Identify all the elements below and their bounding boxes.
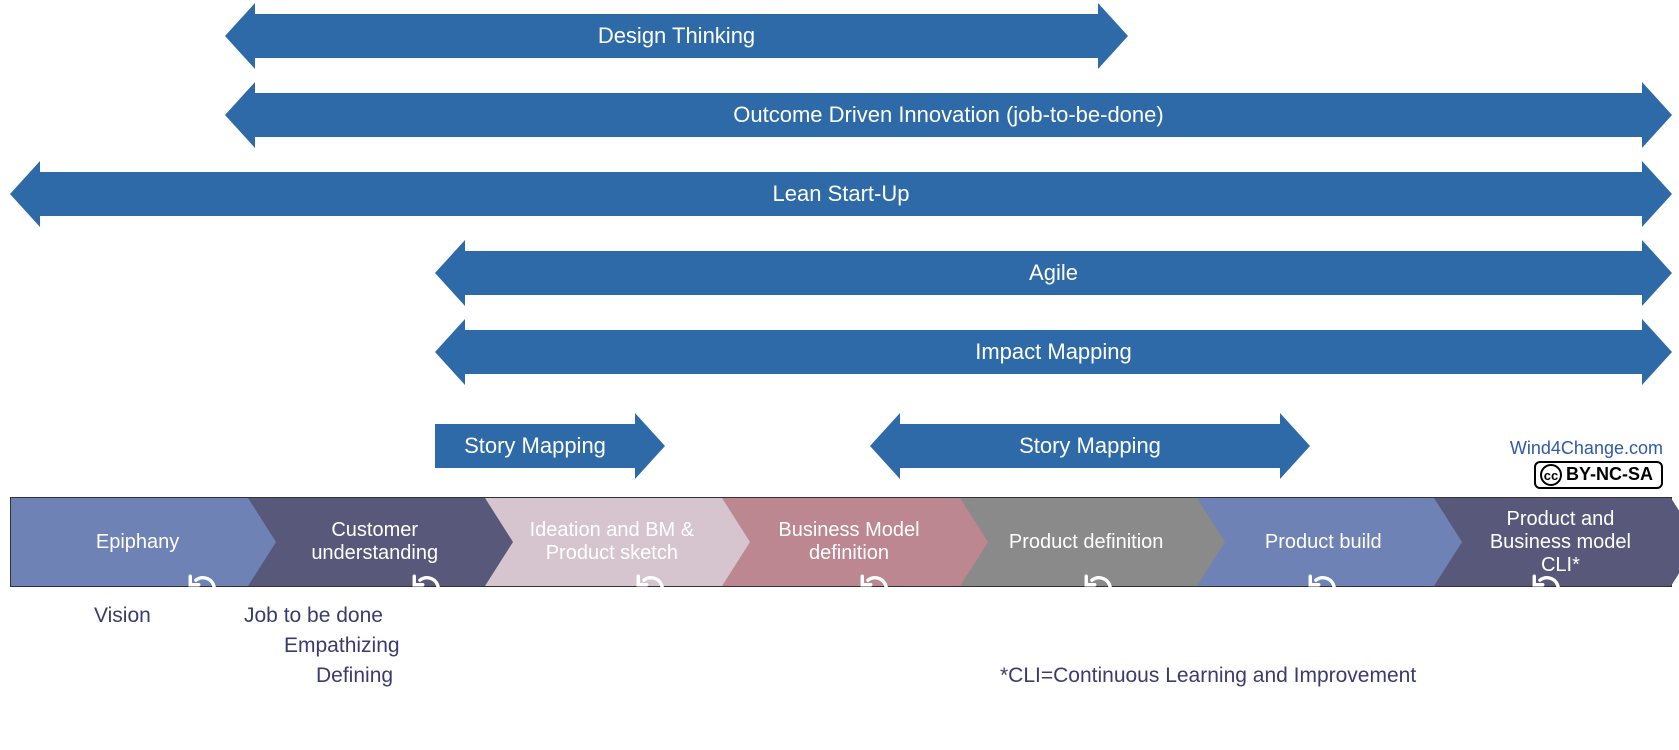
attribution-block: Wind4Change.com ccBY-NC-SA xyxy=(1510,438,1663,489)
cc-license-text: BY-NC-SA xyxy=(1566,464,1653,484)
arrow-right-icon xyxy=(1642,319,1672,385)
band-agile: Agile xyxy=(435,251,1672,295)
loop-icon xyxy=(410,572,444,606)
band-odi: Outcome Driven Innovation (job-to-be-don… xyxy=(225,93,1672,137)
stage-label: Product and Business model CLI* xyxy=(1468,508,1653,577)
band-label: Story Mapping xyxy=(435,424,635,468)
sublabel-jtbd: Job to be done xyxy=(244,604,383,628)
band-impact: Impact Mapping xyxy=(435,330,1672,374)
loop-icon xyxy=(186,572,220,606)
footnote-cli: *CLI=Continuous Learning and Improvement xyxy=(1000,664,1416,688)
cc-license-badge: ccBY-NC-SA xyxy=(1534,461,1663,489)
stage-product-definition: Product definition xyxy=(960,498,1197,586)
arrow-left-icon xyxy=(870,413,900,479)
arrow-right-icon xyxy=(1642,240,1672,306)
sublabel-defining: Defining xyxy=(316,664,393,688)
band-label: Design Thinking xyxy=(255,14,1098,58)
attribution-site: Wind4Change.com xyxy=(1510,438,1663,459)
arrow-left-icon xyxy=(435,319,465,385)
sublabel-empathizing: Empathizing xyxy=(284,634,400,658)
stage-customer-understanding: Customer understanding xyxy=(248,498,485,586)
loop-icon xyxy=(634,572,668,606)
loop-icon xyxy=(1082,572,1116,606)
sublabel-vision: Vision xyxy=(94,604,151,628)
band-label: Agile xyxy=(465,251,1642,295)
stage-label: Product build xyxy=(1265,531,1382,554)
band-label: Impact Mapping xyxy=(465,330,1642,374)
arrow-right-icon xyxy=(1098,3,1128,69)
stage-label: Customer understanding xyxy=(282,519,467,565)
stages-chevron-row: Epiphany Customer understanding Ideation a… xyxy=(10,497,1672,587)
stage-label: Ideation and BM & Product sketch xyxy=(519,519,704,565)
band-label: Story Mapping xyxy=(900,424,1280,468)
stage-ideation: Ideation and BM & Product sketch xyxy=(485,498,722,586)
loop-icon xyxy=(1306,572,1340,606)
arrow-right-icon xyxy=(1280,413,1310,479)
stage-bm-definition: Business Model definition xyxy=(722,498,959,586)
arrow-right-icon xyxy=(635,413,665,479)
band-design-thinking: Design Thinking xyxy=(225,14,1128,58)
cc-icon: cc xyxy=(1540,464,1562,486)
arrow-left-icon xyxy=(225,82,255,148)
arrow-left-icon xyxy=(10,161,40,227)
arrow-right-icon xyxy=(1642,82,1672,148)
arrow-left-icon xyxy=(225,3,255,69)
band-story2: Story Mapping xyxy=(870,424,1310,468)
band-lean: Lean Start-Up xyxy=(10,172,1672,216)
band-label: Lean Start-Up xyxy=(40,172,1642,216)
stage-product-cli: Product and Business model CLI* xyxy=(1434,498,1671,586)
loop-icon xyxy=(858,572,892,606)
loop-icon xyxy=(1530,572,1564,606)
stage-label: Epiphany xyxy=(96,531,179,554)
band-story1: Story Mapping xyxy=(435,424,665,468)
stage-label: Business Model definition xyxy=(756,519,941,565)
arrow-right-icon xyxy=(1642,161,1672,227)
arrow-left-icon xyxy=(435,240,465,306)
stage-label: Product definition xyxy=(1009,531,1164,554)
band-label: Outcome Driven Innovation (job-to-be-don… xyxy=(255,93,1642,137)
